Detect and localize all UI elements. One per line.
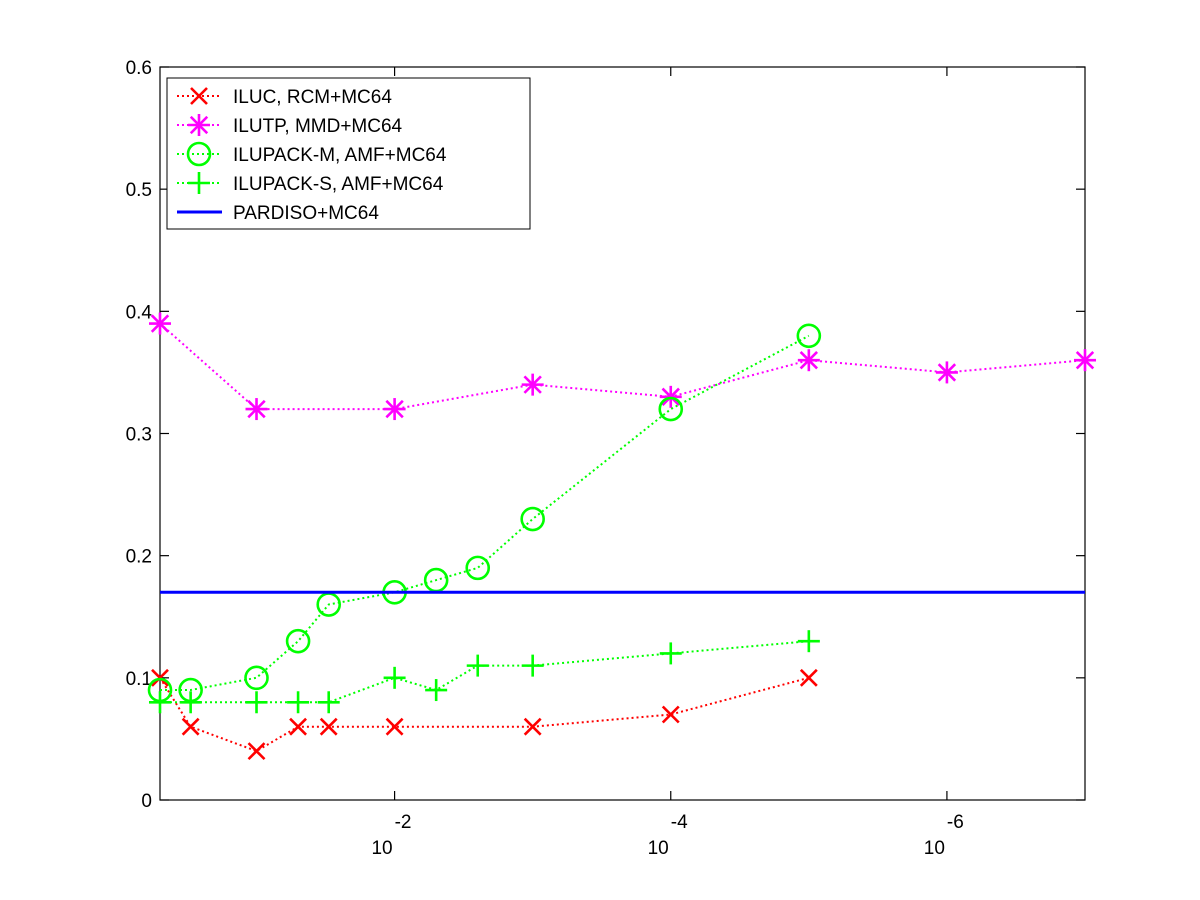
x-marker bbox=[661, 705, 680, 724]
circle-marker bbox=[658, 396, 684, 422]
circle-marker bbox=[186, 141, 212, 167]
x-marker bbox=[247, 742, 266, 761]
x-tick-label-exponent: -6 bbox=[947, 812, 964, 833]
x-marker bbox=[181, 717, 200, 736]
y-tick-label: 0.6 bbox=[126, 58, 152, 79]
legend-entry: ILUTP, MMD+MC64 bbox=[177, 114, 403, 137]
series-1 bbox=[151, 668, 818, 761]
y-tick-label: 0.2 bbox=[126, 547, 152, 568]
plus-marker bbox=[383, 666, 406, 689]
asterisk-marker bbox=[383, 398, 406, 421]
x-marker bbox=[289, 717, 308, 736]
x-axis-tick-labels: 10-210-410-6 bbox=[371, 812, 963, 859]
series-line bbox=[159, 322, 1086, 411]
x-tick-label-base: 10 bbox=[924, 838, 945, 859]
circle-marker bbox=[285, 628, 311, 654]
asterisk-marker bbox=[521, 373, 544, 396]
legend: ILUC, RCM+MC64 ILUTP, MMD+MC64 ILUPACK-M, … bbox=[166, 77, 531, 230]
plus-marker bbox=[287, 691, 310, 714]
asterisk-marker bbox=[797, 349, 820, 372]
x-marker bbox=[799, 668, 818, 687]
y-tick-label: 0.1 bbox=[126, 669, 152, 690]
asterisk-marker bbox=[149, 312, 171, 335]
y-tick-label: 0 bbox=[141, 791, 152, 812]
series-layer bbox=[147, 312, 1096, 761]
y-axis-tick-labels: 0 0.1 0.2 0.3 0.4 0.5 0.6 bbox=[126, 58, 153, 812]
legend-label: ILUPACK-S, AMF+MC64 bbox=[233, 174, 444, 195]
asterisk-marker bbox=[935, 361, 958, 384]
asterisk-marker bbox=[1074, 349, 1096, 372]
x-tick-label-exponent: -4 bbox=[671, 812, 688, 833]
plus-marker bbox=[797, 630, 820, 653]
plus-marker bbox=[245, 691, 268, 714]
asterisk-marker bbox=[245, 398, 268, 421]
axis-ticks bbox=[160, 66, 1085, 801]
y-tick-label: 0.4 bbox=[126, 302, 153, 323]
x-marker bbox=[523, 717, 542, 736]
legend-label: ILUPACK-M, AMF+MC64 bbox=[233, 145, 447, 166]
legend-label: ILUC, RCM+MC64 bbox=[233, 87, 392, 108]
x-marker bbox=[190, 87, 208, 105]
x-marker bbox=[319, 717, 338, 736]
x-tick-label-base: 10 bbox=[648, 838, 669, 859]
legend-label: PARDISO+MC64 bbox=[233, 203, 379, 224]
legend-entry: PARDISO+MC64 bbox=[177, 203, 379, 224]
circle-marker bbox=[520, 506, 545, 532]
circle-marker bbox=[465, 555, 491, 581]
legend-entry: ILUPACK-S, AMF+MC64 bbox=[177, 172, 444, 195]
series-line bbox=[160, 334, 810, 691]
legend-entry: ILUPACK-M, AMF+MC64 bbox=[177, 141, 447, 167]
series-4 bbox=[149, 630, 820, 714]
plus-marker bbox=[659, 642, 682, 665]
legend-entry: ILUC, RCM+MC64 bbox=[177, 87, 392, 108]
plus-marker bbox=[149, 691, 171, 714]
x-marker bbox=[385, 717, 404, 736]
plus-marker bbox=[317, 691, 340, 714]
plus-marker bbox=[466, 654, 489, 677]
y-tick-label: 0.3 bbox=[126, 425, 152, 446]
circle-marker bbox=[244, 665, 269, 691]
circle-marker bbox=[796, 323, 822, 349]
legend-label: ILUTP, MMD+MC64 bbox=[233, 116, 403, 137]
asterisk-marker bbox=[188, 114, 210, 136]
y-tick-label: 0.5 bbox=[126, 180, 152, 201]
plus-marker bbox=[188, 172, 210, 194]
legend-box bbox=[166, 77, 531, 230]
plus-marker bbox=[179, 691, 202, 714]
x-tick-label-exponent: -2 bbox=[395, 812, 412, 833]
plus-marker bbox=[425, 679, 448, 702]
series-line bbox=[160, 640, 809, 704]
plus-marker bbox=[521, 654, 544, 677]
x-tick-label-base: 10 bbox=[371, 838, 392, 859]
